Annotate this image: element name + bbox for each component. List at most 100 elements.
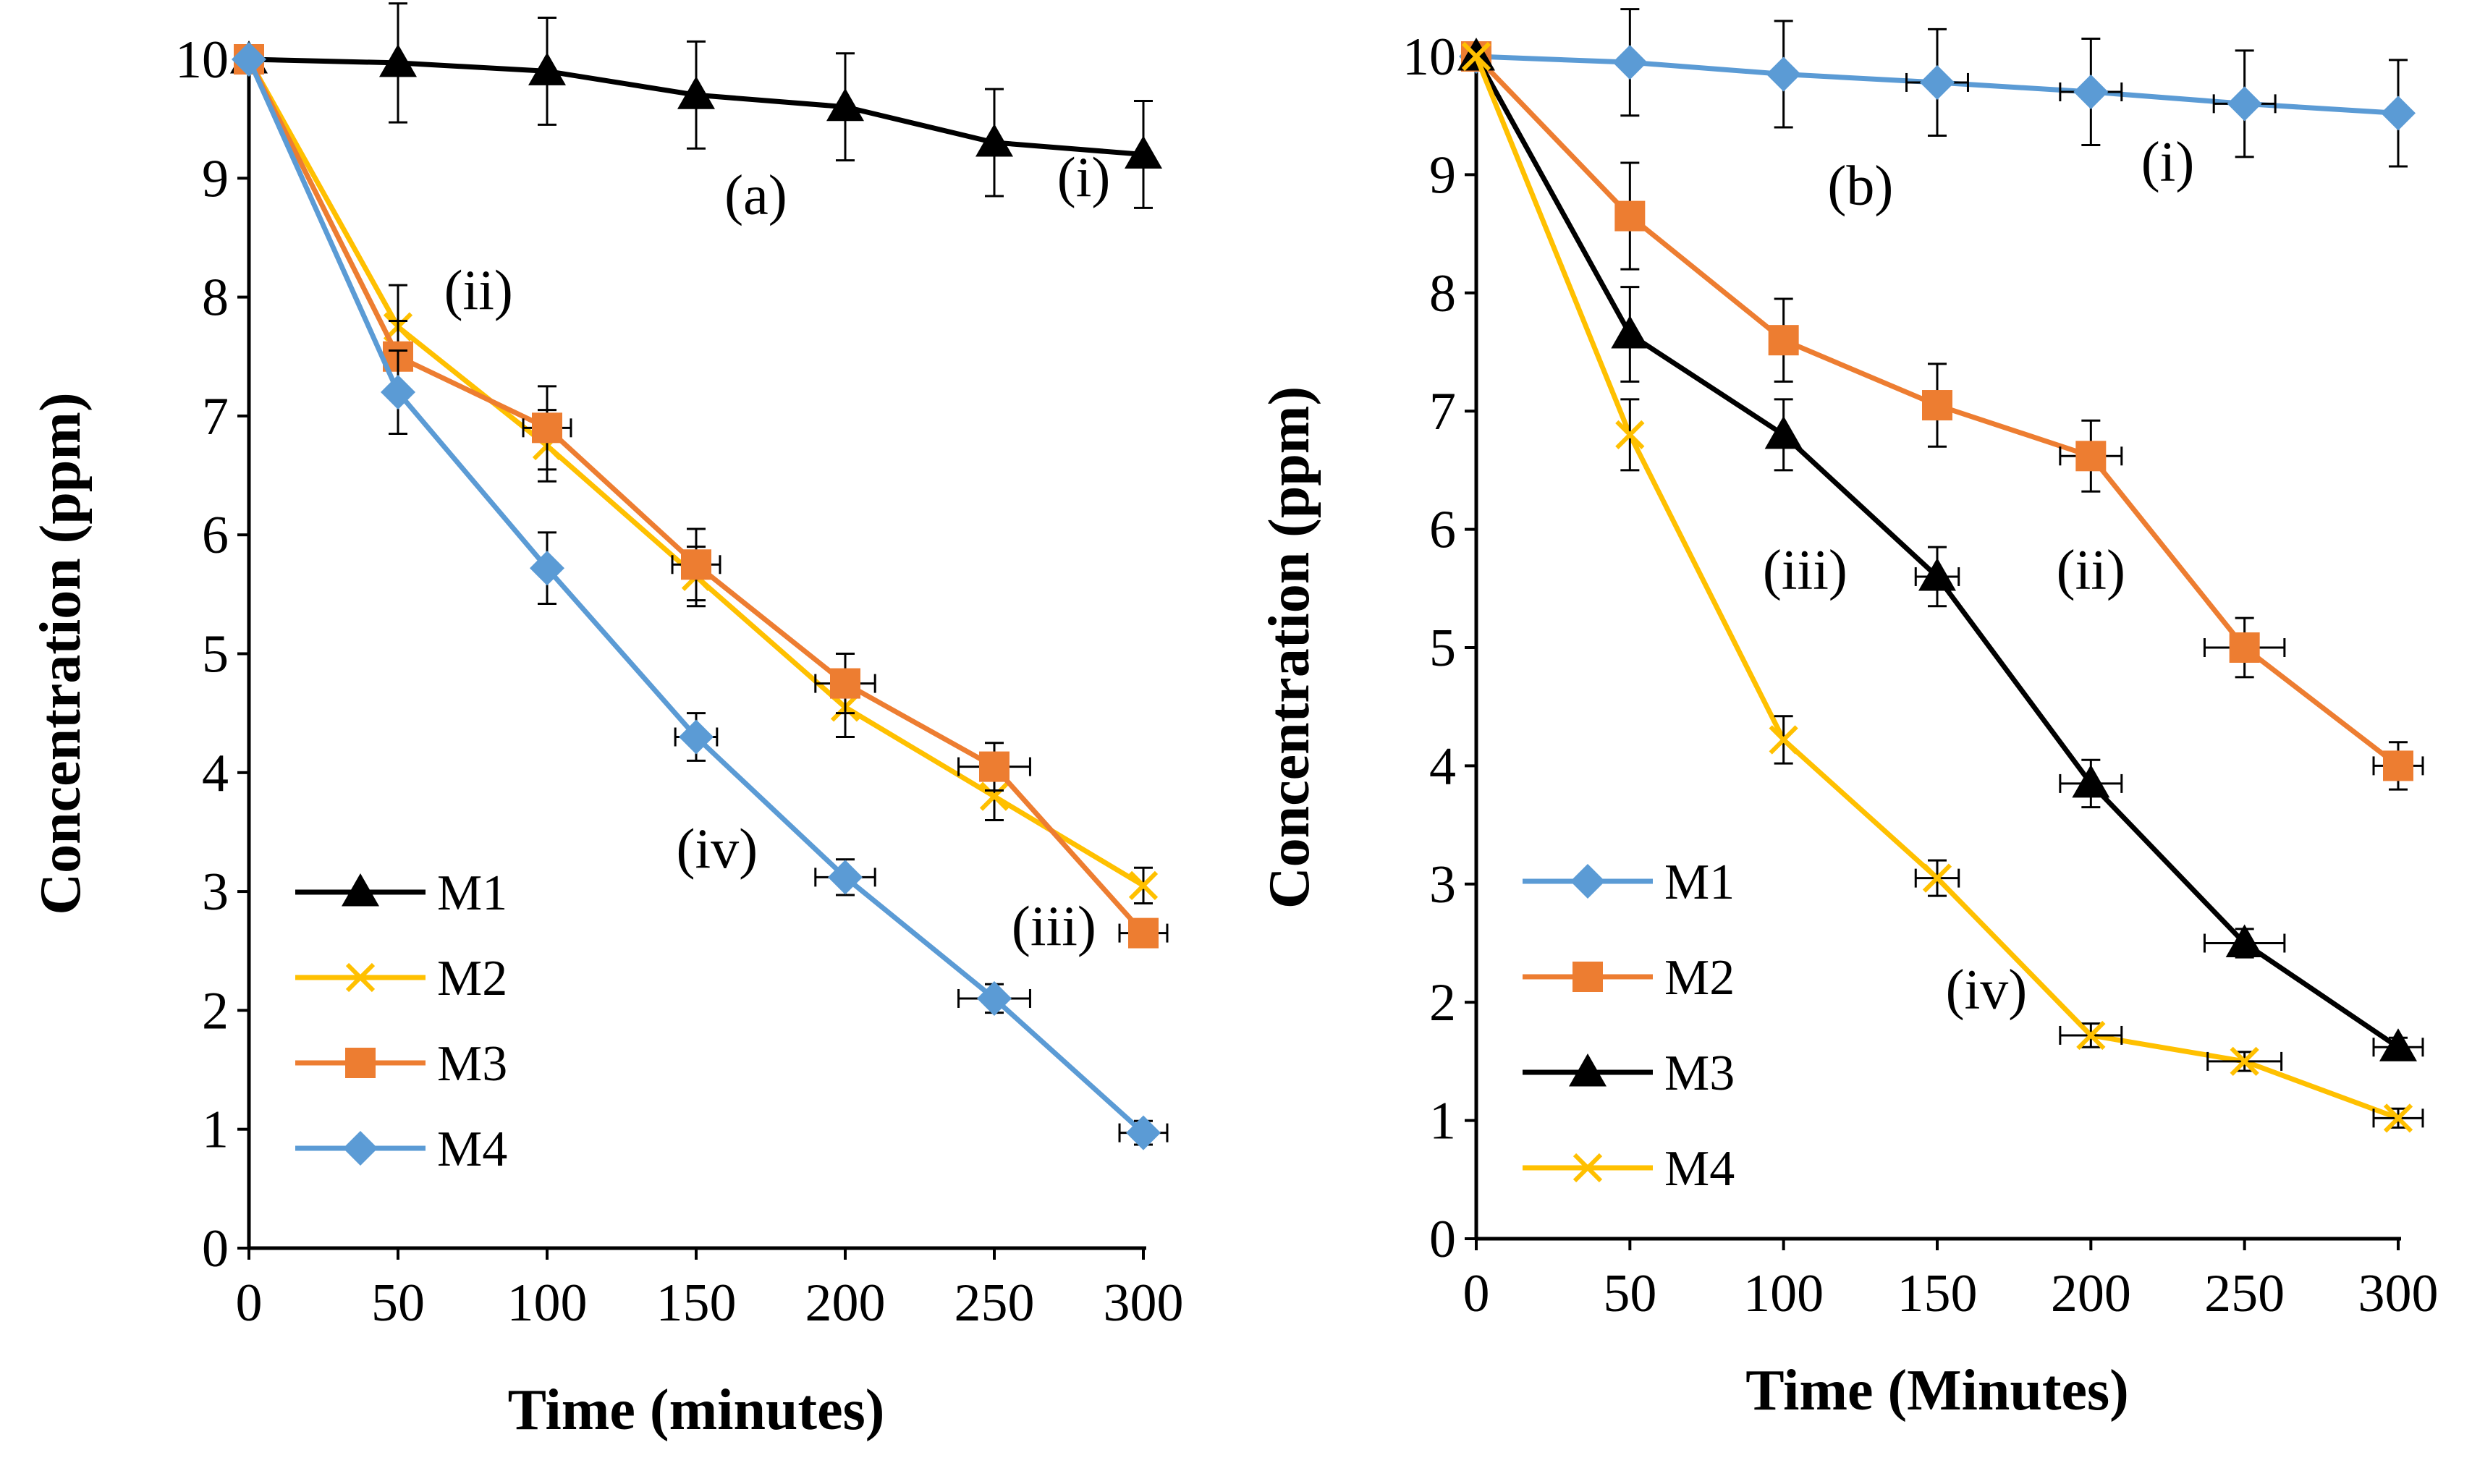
annotation-label: (i) <box>1057 145 1111 208</box>
series-M2 <box>1461 41 2424 791</box>
y-tick-label: 6 <box>1429 501 1456 560</box>
legend-marker <box>345 1048 376 1078</box>
annotation-label: (i) <box>2141 130 2195 193</box>
annotation-label: (iii) <box>1012 894 1096 957</box>
legend-marker <box>343 1131 378 1166</box>
data-point <box>2227 86 2262 122</box>
x-tick-label: 150 <box>1897 1264 1978 1323</box>
legend-item-M3: M3 <box>1523 1046 1735 1101</box>
series-M3 <box>1457 38 2424 1061</box>
data-point <box>1920 64 1955 100</box>
y-tick-label: 9 <box>1429 145 1456 205</box>
data-point <box>2229 632 2260 663</box>
data-point <box>677 76 715 109</box>
data-point <box>232 42 266 77</box>
series-M4 <box>232 42 1169 1150</box>
x-tick-label: 100 <box>1743 1264 1824 1323</box>
y-tick-label: 2 <box>202 981 229 1040</box>
data-point <box>1126 1115 1161 1150</box>
data-point <box>2075 441 2107 472</box>
legend-label: M4 <box>1664 1141 1735 1197</box>
y-tick-label: 5 <box>1429 619 1456 678</box>
y-axis-label: Concentration (ppm) <box>1258 386 1321 909</box>
y-tick-label: 8 <box>1429 264 1456 323</box>
y-tick-label: 0 <box>1429 1210 1456 1269</box>
y-tick-label: 3 <box>1429 855 1456 915</box>
y-axis-label: Concentration (ppm) <box>29 392 93 915</box>
data-point <box>528 52 566 85</box>
x-axis-label: Time (minutes) <box>508 1378 885 1442</box>
data-point <box>977 980 1012 1016</box>
legend-marker <box>1572 962 1603 992</box>
x-tick-label: 300 <box>2358 1264 2439 1323</box>
data-point <box>1918 557 1956 591</box>
data-point <box>830 668 860 699</box>
x-tick-label: 50 <box>1603 1264 1656 1323</box>
y-tick-label: 8 <box>202 268 229 328</box>
y-tick-label: 2 <box>1429 973 1456 1033</box>
y-tick-label: 6 <box>202 506 229 565</box>
annotation-label: (iv) <box>1946 957 2028 1020</box>
x-tick-label: 0 <box>236 1273 263 1333</box>
y-tick-label: 10 <box>1402 27 1456 87</box>
y-tick-label: 3 <box>202 862 229 922</box>
annotation-label: (ii) <box>2057 538 2125 601</box>
data-point <box>1764 415 1803 449</box>
series-M1 <box>230 2 1162 209</box>
data-point <box>2073 75 2109 110</box>
x-tick-label: 200 <box>805 1273 886 1333</box>
legend-marker <box>342 873 379 907</box>
data-point <box>679 719 714 755</box>
x-tick-label: 300 <box>1104 1273 1184 1333</box>
x-tick-label: 200 <box>2051 1264 2131 1323</box>
series-M3 <box>234 44 1169 949</box>
x-tick-label: 250 <box>954 1273 1035 1333</box>
x-tick-label: 0 <box>1463 1264 1490 1323</box>
y-tick-label: 5 <box>202 625 229 684</box>
data-point <box>1128 870 1159 901</box>
data-point <box>2383 750 2413 781</box>
data-point <box>2383 1103 2413 1133</box>
legend-item-M1: M1 <box>295 865 507 921</box>
annotation-label: (iii) <box>1763 538 1847 601</box>
annotation-label: (iv) <box>677 817 758 880</box>
data-point <box>2225 924 2264 957</box>
legend-item-M3: M3 <box>295 1036 507 1092</box>
data-point <box>2076 1020 2106 1051</box>
legend-marker <box>345 962 376 993</box>
data-point <box>1922 863 1952 893</box>
data-point <box>2379 1028 2417 1061</box>
legend-item-M1: M1 <box>1523 855 1735 910</box>
legend-label: M4 <box>437 1122 507 1177</box>
legend-marker <box>1569 1053 1607 1087</box>
data-point <box>1615 420 1645 450</box>
legend-label: M3 <box>437 1036 507 1092</box>
annotation-label: (ii) <box>444 258 513 321</box>
data-point <box>379 43 417 77</box>
x-axis-label: Time (Minutes) <box>1745 1359 2129 1422</box>
data-point <box>2230 1046 2259 1077</box>
data-point <box>381 375 415 410</box>
legend-item-M2: M2 <box>295 951 507 1006</box>
legend-marker <box>1570 864 1605 899</box>
data-point <box>1614 200 1646 232</box>
data-point <box>681 549 711 580</box>
x-tick-label: 100 <box>507 1273 588 1333</box>
series-M1 <box>1459 8 2416 168</box>
annotation-label: (b) <box>1827 153 1893 216</box>
legend: M1 M2 M3 M4 <box>1523 855 1735 1197</box>
y-tick-label: 1 <box>1429 1092 1456 1151</box>
data-point <box>979 781 1009 811</box>
y-tick-label: 4 <box>1429 737 1456 796</box>
annotation-label: (a) <box>724 164 787 226</box>
data-point <box>826 88 864 122</box>
data-point <box>1766 56 1801 92</box>
y-tick-label: 9 <box>202 149 229 208</box>
data-point <box>532 412 562 444</box>
y-tick-label: 1 <box>202 1101 229 1160</box>
y-tick-label: 4 <box>202 744 229 803</box>
data-point <box>2381 96 2416 131</box>
